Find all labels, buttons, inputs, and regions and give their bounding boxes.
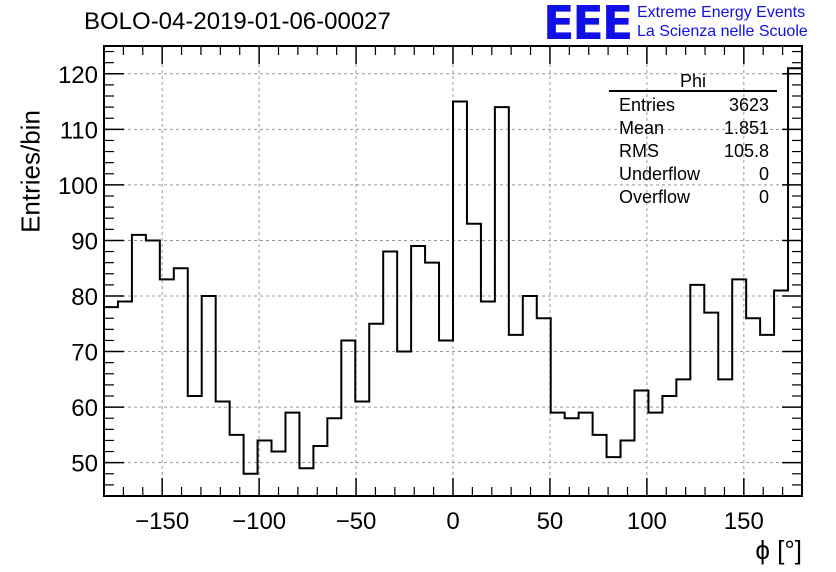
y-tick-label: 60 bbox=[71, 395, 98, 422]
y-tick-label: 70 bbox=[71, 340, 98, 367]
histogram-bin bbox=[690, 285, 704, 496]
histogram-bin bbox=[355, 402, 369, 496]
x-axis-label: ϕ [°] bbox=[755, 535, 802, 565]
histogram-bin bbox=[648, 413, 662, 496]
stats-value: 1.851 bbox=[723, 118, 769, 138]
y-tick-label: 80 bbox=[71, 284, 98, 311]
stats-value: 105.8 bbox=[723, 141, 769, 161]
x-tick-label: 0 bbox=[446, 508, 459, 535]
chart-title: BOLO-04-2019-01-06-00027 bbox=[84, 8, 391, 35]
histogram-bin bbox=[579, 413, 593, 496]
histogram-bin bbox=[230, 435, 244, 496]
stats-label: Underflow bbox=[619, 164, 701, 184]
logo-caption-line2: La Scienza nelle Scuole bbox=[637, 23, 808, 40]
histogram-bin bbox=[118, 302, 132, 496]
histogram-bin bbox=[244, 474, 258, 496]
x-tick-label: −50 bbox=[336, 508, 377, 535]
histogram-bin bbox=[523, 296, 537, 496]
histogram-bin bbox=[467, 224, 481, 496]
x-tick-label: 150 bbox=[724, 508, 764, 535]
x-tick-label: 100 bbox=[627, 508, 667, 535]
logo-caption: Extreme Energy Events La Scienza nelle S… bbox=[637, 3, 808, 41]
histogram-bin bbox=[146, 240, 160, 496]
x-tick-label: 50 bbox=[537, 508, 564, 535]
histogram-bin bbox=[425, 263, 439, 496]
y-tick-label: 110 bbox=[60, 117, 98, 144]
y-axis-label: Entries/bin bbox=[15, 110, 46, 233]
y-tick-label: 120 bbox=[58, 62, 98, 89]
stats-row-mean: Mean 1.851 bbox=[609, 117, 777, 140]
y-tick-label: 50 bbox=[71, 451, 98, 478]
histogram-bin bbox=[299, 468, 313, 496]
stats-row-overflow: Overflow 0 bbox=[609, 186, 777, 209]
histogram-bin bbox=[704, 313, 718, 496]
histogram-bin bbox=[397, 352, 411, 496]
histogram-bin bbox=[481, 302, 495, 496]
stats-value: 0 bbox=[758, 187, 769, 207]
histogram-bin bbox=[132, 235, 146, 496]
axis-ticks bbox=[104, 46, 802, 496]
histogram-bin bbox=[593, 435, 607, 496]
stats-box-title: Phi bbox=[609, 72, 777, 92]
histogram-bin bbox=[718, 379, 732, 496]
x-tick-label: −100 bbox=[232, 508, 286, 535]
histogram-bin bbox=[202, 296, 216, 496]
histogram-bin bbox=[369, 324, 383, 496]
histogram-bin bbox=[662, 396, 676, 496]
histogram-bin bbox=[285, 413, 299, 496]
histogram-bin bbox=[216, 402, 230, 496]
histogram-bin bbox=[760, 335, 774, 496]
histogram-bin bbox=[313, 446, 327, 496]
histogram-bin bbox=[495, 107, 509, 496]
stats-row-entries: Entries 3623 bbox=[609, 94, 777, 117]
histogram-bin bbox=[774, 290, 788, 496]
stats-box: Phi Entries 3623 Mean 1.851 RMS 105.8 Un… bbox=[609, 72, 777, 209]
stats-label: Overflow bbox=[619, 187, 691, 207]
histogram-bin bbox=[788, 68, 802, 496]
y-tick-label: 90 bbox=[71, 228, 98, 255]
stats-label: RMS bbox=[619, 141, 659, 161]
histogram-bin bbox=[439, 340, 453, 496]
histogram-bin bbox=[104, 307, 118, 496]
histogram-bin bbox=[411, 246, 425, 496]
y-tick-label: 100 bbox=[58, 173, 98, 200]
histogram-bin bbox=[565, 418, 579, 496]
histogram-bin bbox=[676, 379, 690, 496]
histogram-bin bbox=[188, 396, 202, 496]
histogram-bin bbox=[551, 413, 565, 496]
eee-logo: EEE bbox=[543, 0, 633, 50]
stats-row-underflow: Underflow 0 bbox=[609, 163, 777, 186]
histogram-bin bbox=[341, 340, 355, 496]
histogram-bin bbox=[453, 102, 467, 496]
stats-label: Entries bbox=[619, 95, 676, 115]
histogram-outline bbox=[104, 67, 802, 475]
logo-caption-line1: Extreme Energy Events bbox=[637, 4, 806, 21]
histogram-bin bbox=[174, 268, 188, 496]
histogram-bin bbox=[327, 418, 341, 496]
x-tick-label: −150 bbox=[135, 508, 189, 535]
stats-row-rms: RMS 105.8 bbox=[609, 140, 777, 163]
stats-value: 3623 bbox=[728, 95, 769, 115]
stats-label: Mean bbox=[619, 118, 665, 138]
tick-labels: −150 −100 −50 0 50 100 150 50 60 70 80 90 100 110 120 bbox=[58, 62, 764, 535]
stats-value: 0 bbox=[758, 164, 769, 184]
histogram-bin bbox=[509, 335, 523, 496]
histogram-bin bbox=[383, 252, 397, 496]
